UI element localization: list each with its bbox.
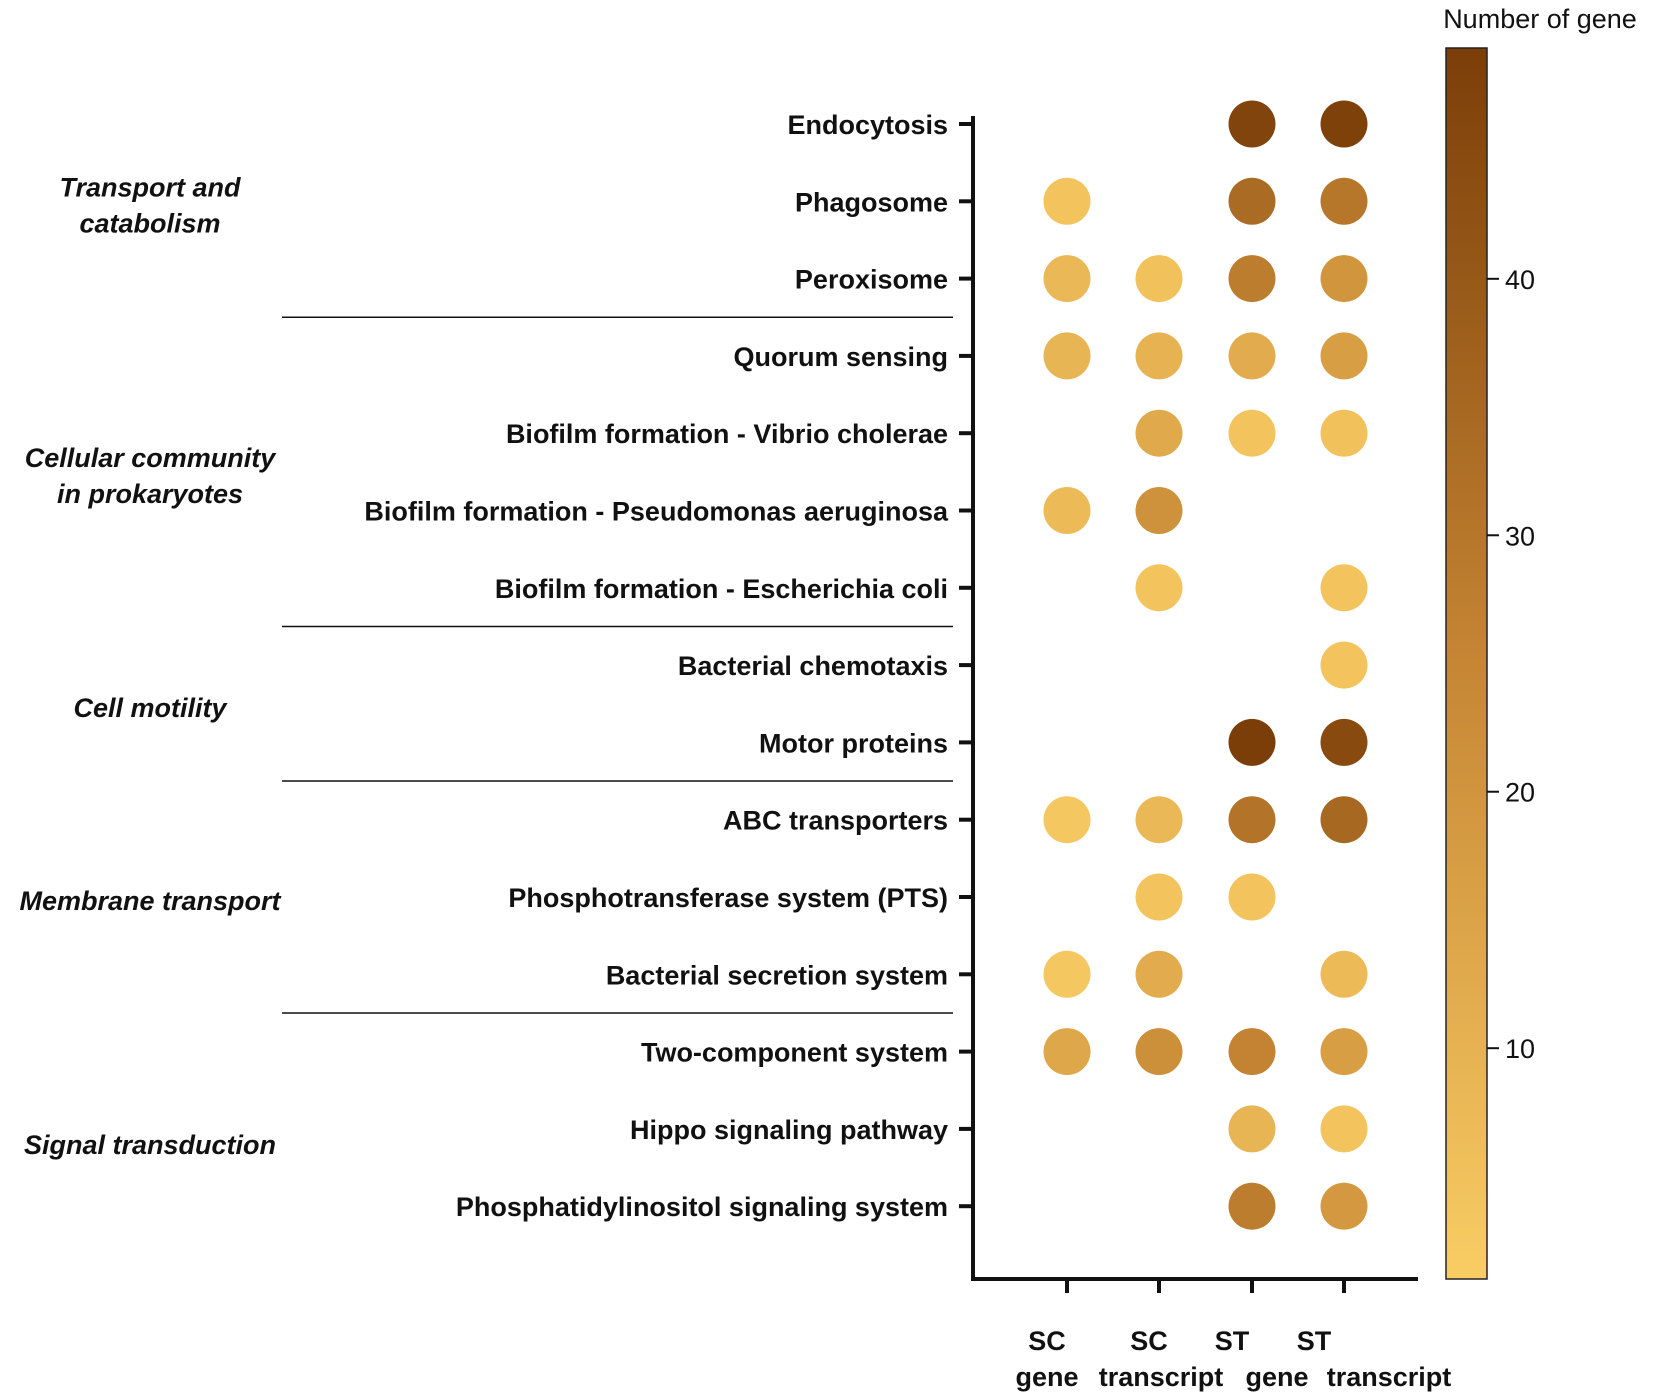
data-dot	[1320, 641, 1368, 689]
data-dot	[1320, 1182, 1368, 1230]
data-dot	[1228, 1105, 1276, 1153]
data-dot	[1320, 177, 1368, 225]
data-dot	[1228, 409, 1276, 457]
data-dot	[1043, 487, 1091, 534]
row-label: Endocytosis	[787, 110, 948, 140]
column-label-line1: SC	[1028, 1326, 1066, 1356]
data-dot	[1043, 1028, 1091, 1076]
data-dot	[1228, 1028, 1276, 1076]
column-label-line1: ST	[1297, 1326, 1332, 1356]
row-label: Biofilm formation - Vibrio cholerae	[506, 419, 948, 449]
column-label-line1: SC	[1130, 1326, 1168, 1356]
data-dot	[1135, 487, 1183, 534]
data-dot	[1320, 332, 1368, 380]
data-dot	[1135, 564, 1183, 612]
data-dot	[1135, 950, 1183, 998]
category-label: Signal transduction	[24, 1130, 276, 1160]
data-dot	[1228, 177, 1276, 225]
column-label-line2: gene	[1015, 1362, 1078, 1392]
colorbar-tick-label: 10	[1505, 1034, 1535, 1064]
colorbar-tick-label: 30	[1505, 521, 1535, 551]
data-dot	[1228, 718, 1276, 766]
data-dot	[1043, 332, 1091, 380]
row-label: Phagosome	[795, 187, 948, 217]
column-label-line2: transcript	[1099, 1362, 1224, 1392]
row-label: Phosphatidylinositol signaling system	[456, 1192, 948, 1222]
colorbar	[1445, 47, 1488, 1280]
data-dot	[1135, 332, 1183, 380]
row-label: Biofilm formation - Escherichia coli	[495, 574, 948, 604]
colorbar-tick-label: 40	[1505, 265, 1535, 295]
column-label-line2: transcript	[1327, 1362, 1452, 1392]
data-dot	[1228, 255, 1276, 303]
row-label: Motor proteins	[759, 728, 948, 758]
category-label: Membrane transport	[19, 886, 281, 916]
data-dot	[1320, 950, 1368, 998]
data-dot	[1135, 409, 1183, 457]
data-dot	[1135, 255, 1183, 303]
data-dot	[1228, 332, 1276, 380]
data-dot	[1043, 177, 1091, 225]
data-dot	[1320, 409, 1368, 457]
row-label: ABC transporters	[723, 806, 948, 836]
data-dot	[1135, 796, 1183, 844]
data-dot	[1228, 100, 1276, 148]
colorbar-tick-label: 20	[1505, 778, 1535, 808]
colorbar-ticks: 10 20 30 40	[1487, 265, 1535, 1064]
data-dot	[1320, 100, 1368, 148]
category-label-line2: in prokaryotes	[57, 479, 243, 509]
data-dot	[1320, 718, 1368, 766]
row-label: Quorum sensing	[733, 342, 948, 372]
row-label: Biofilm formation - Pseudomonas aerugino…	[364, 497, 949, 527]
data-dot	[1320, 255, 1368, 303]
data-dot	[1135, 873, 1183, 921]
colorbar-title: Number of gene	[1443, 4, 1637, 34]
data-dot	[1228, 796, 1276, 844]
row-label: Two-component system	[641, 1038, 948, 1068]
row-label: Bacterial chemotaxis	[678, 651, 948, 681]
category-label-line1: Transport and	[59, 172, 241, 202]
data-dot	[1320, 1028, 1368, 1076]
data-dot	[1135, 1028, 1183, 1076]
data-dot	[1043, 255, 1091, 303]
category-label-line2: catabolism	[79, 208, 220, 238]
data-dot	[1320, 796, 1368, 844]
column-label-line1: ST	[1215, 1326, 1250, 1356]
data-dot	[1228, 873, 1276, 921]
data-dot	[1043, 950, 1091, 998]
data-dot	[1320, 1105, 1368, 1153]
category-label-line1: Cellular community	[25, 443, 278, 473]
data-dot	[1320, 564, 1368, 612]
category-label: Cell motility	[73, 693, 228, 723]
row-label: Peroxisome	[795, 265, 948, 295]
column-label-line2: gene	[1245, 1362, 1308, 1392]
data-dot	[1228, 1182, 1276, 1230]
row-label: Phosphotransferase system (PTS)	[508, 883, 948, 913]
row-label: Hippo signaling pathway	[630, 1115, 948, 1145]
data-dot	[1043, 796, 1091, 844]
row-label: Bacterial secretion system	[606, 960, 948, 990]
